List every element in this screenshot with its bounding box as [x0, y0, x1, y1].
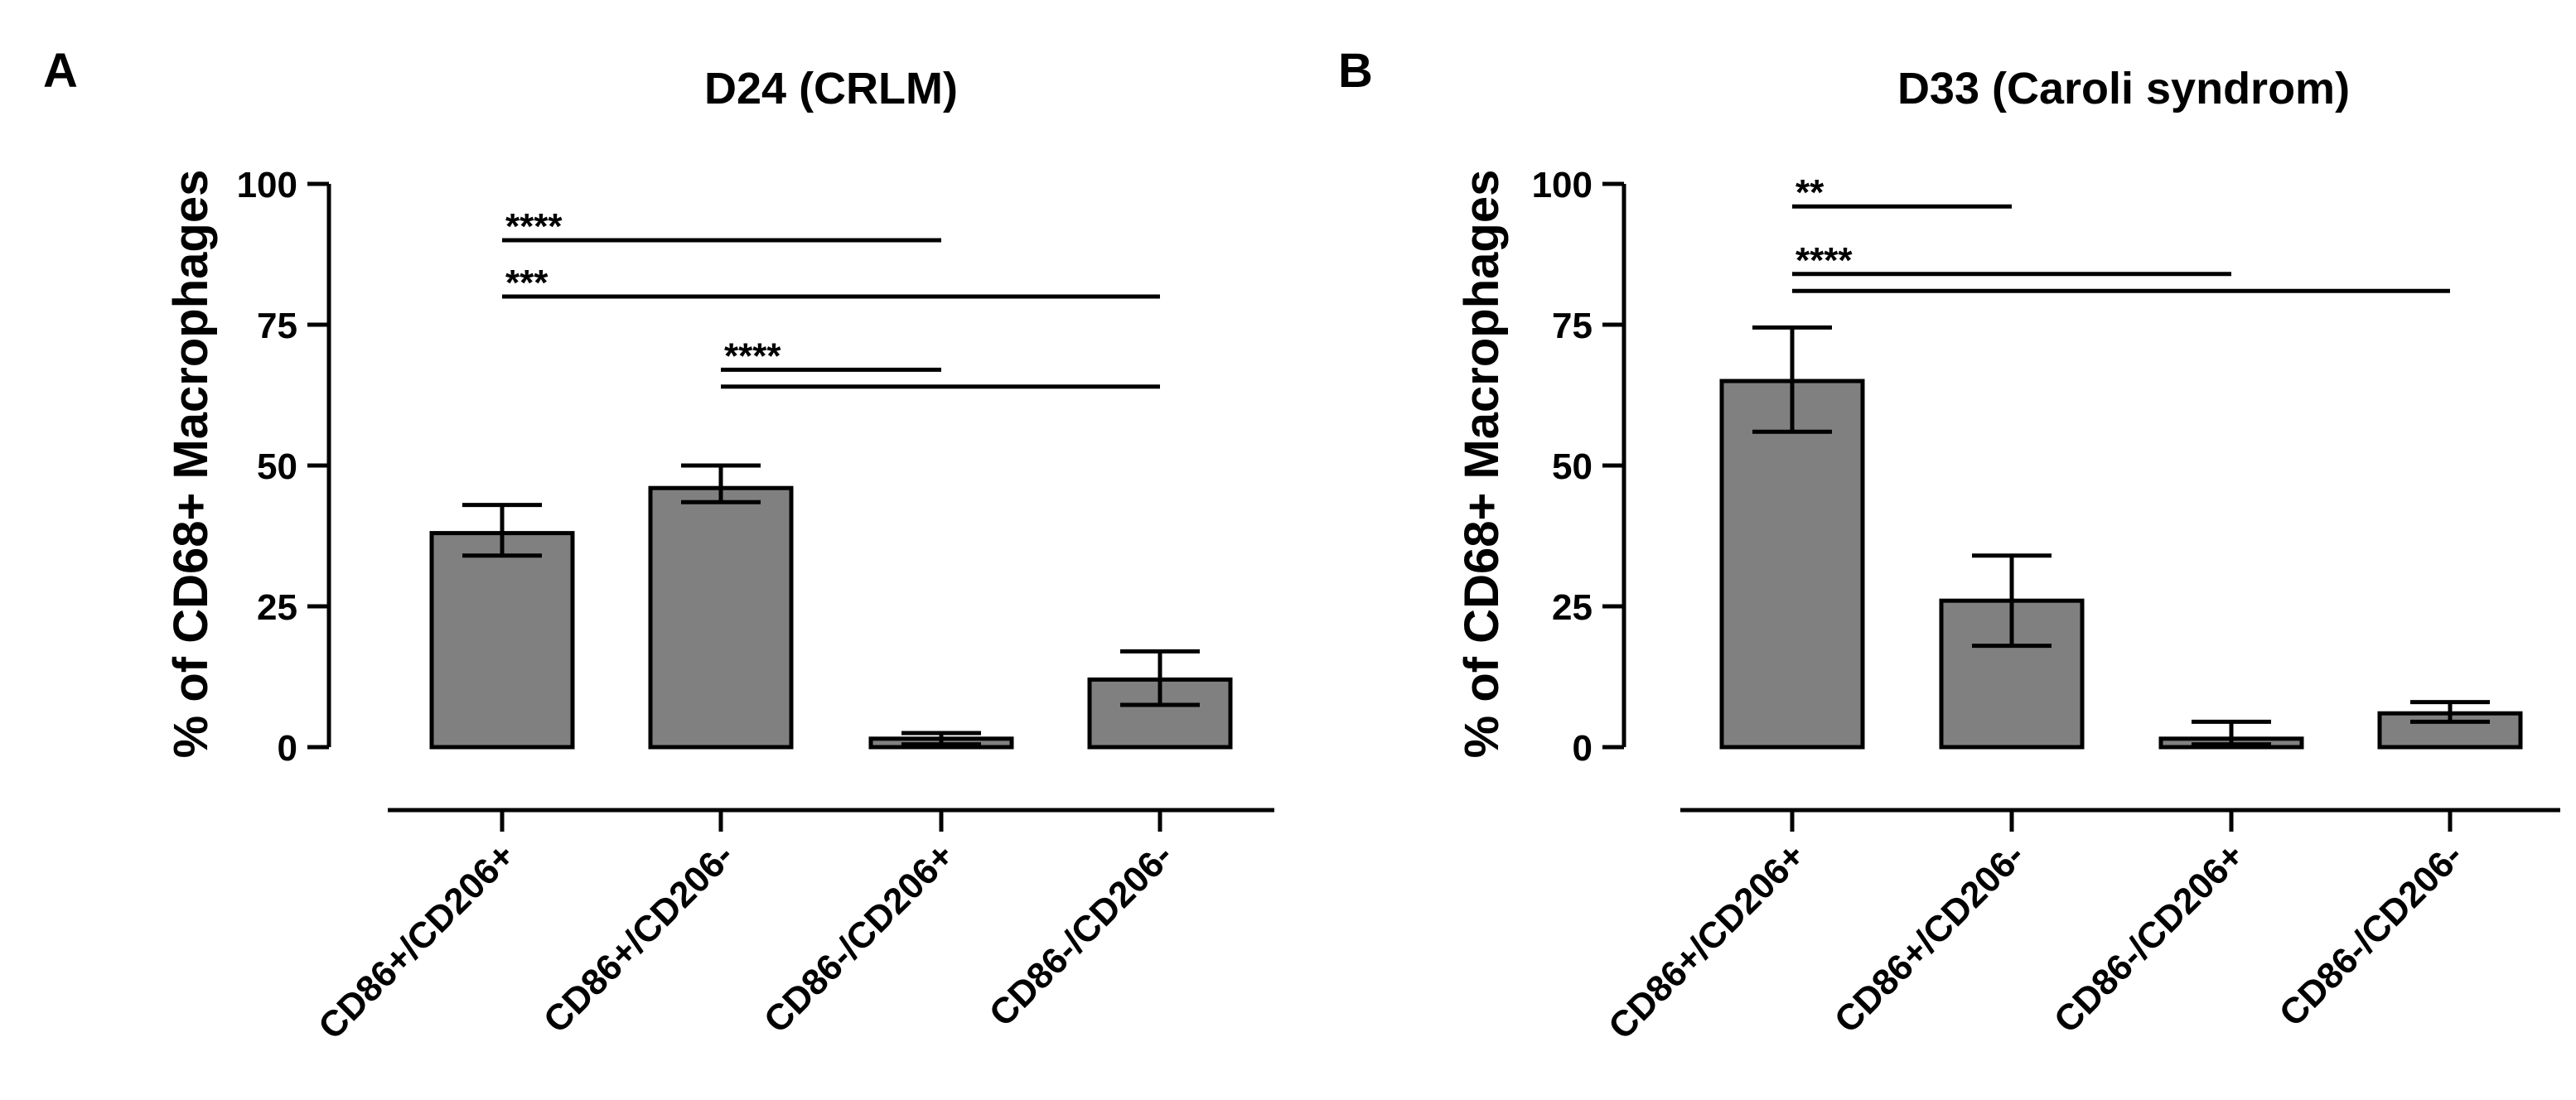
chart-panel-a: A D24 (CRLM) % of CD68+ Macrophages 0 25 50 75… — [43, 44, 1274, 1047]
x-tick-label: CD86+/CD206- — [1827, 835, 2032, 1040]
x-tick-label: CD86+/CD206+ — [311, 835, 523, 1047]
y-tick-label: 50 — [257, 446, 297, 487]
chart-panel-b: B D33 (Caroli syndrom) % of CD68+ Macropha… — [1338, 44, 2560, 1047]
significance-label: **** — [1795, 240, 1853, 281]
bar — [648, 485, 794, 750]
x-tick-label: CD86-/CD206- — [2272, 835, 2471, 1034]
y-tick-label: 0 — [278, 728, 297, 769]
chart-title: D33 (Caroli syndrom) — [1897, 64, 2350, 113]
x-tick-label: CD86+/CD206- — [536, 835, 742, 1040]
x-tick-label: CD86+/CD206+ — [1601, 835, 1813, 1047]
y-tick-label: 0 — [1573, 728, 1592, 769]
y-tick-label: 100 — [1532, 165, 1592, 205]
bar — [429, 531, 575, 750]
y-axis-label: % of CD68+ Macrophages — [1455, 170, 1509, 759]
y-tick-label: 75 — [1552, 306, 1592, 346]
x-tick-label: CD86-/CD206+ — [756, 835, 962, 1040]
x-tick-label: CD86-/CD206+ — [2047, 835, 2252, 1040]
significance-label: **** — [724, 335, 781, 376]
x-tick-label: CD86-/CD206- — [982, 835, 1181, 1034]
significance-label: **** — [505, 206, 563, 247]
y-tick-label: 25 — [257, 587, 297, 628]
y-tick-label: 75 — [257, 306, 297, 346]
chart-title: D24 (CRLM) — [704, 64, 958, 113]
significance-label: ** — [1795, 172, 1824, 213]
panel-letter: A — [43, 44, 78, 98]
significance-label: *** — [505, 263, 549, 303]
y-tick-label: 25 — [1552, 587, 1592, 628]
bar — [1719, 379, 1865, 750]
y-tick-label: 100 — [237, 165, 297, 205]
panel-letter: B — [1338, 44, 1373, 98]
y-tick-label: 50 — [1552, 446, 1592, 487]
y-axis-label: % of CD68+ Macrophages — [164, 170, 218, 759]
